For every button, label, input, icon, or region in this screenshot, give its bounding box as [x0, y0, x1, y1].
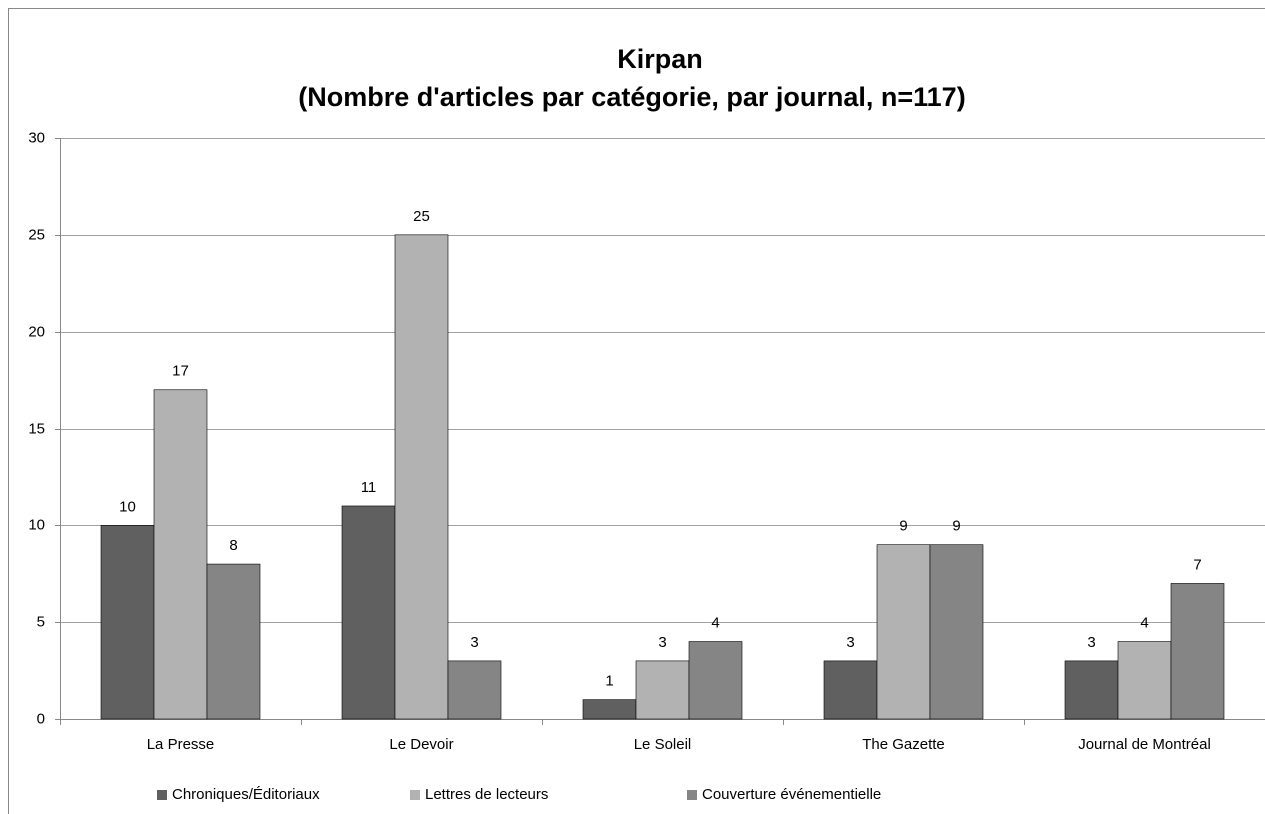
data-label: 9 — [899, 518, 907, 535]
legend-label: Chroniques/Éditoriaux — [172, 786, 320, 803]
x-tick-label: Journal de Montréal — [1078, 736, 1211, 753]
bar — [635, 660, 690, 720]
data-label: 8 — [229, 537, 237, 554]
bar — [341, 505, 396, 720]
legend-swatch — [687, 790, 697, 800]
bar — [1117, 641, 1172, 720]
y-tick-label: 25 — [28, 226, 45, 243]
bar — [447, 660, 502, 720]
bar — [582, 699, 637, 720]
data-label: 3 — [1087, 634, 1095, 651]
bar — [823, 660, 878, 720]
bar — [688, 641, 743, 720]
bar — [876, 544, 931, 720]
data-label: 4 — [711, 615, 719, 632]
chart-title: Kirpan — [617, 44, 703, 74]
y-tick-label: 0 — [37, 710, 45, 727]
x-tick-label: Le Soleil — [634, 736, 692, 753]
bar — [206, 563, 261, 720]
data-label: 9 — [952, 518, 960, 535]
x-tick-label: Le Devoir — [389, 736, 453, 753]
bar — [929, 544, 984, 720]
data-label: 1 — [605, 673, 613, 690]
x-tick-label: The Gazette — [862, 736, 945, 753]
bar — [1064, 660, 1119, 720]
legend-swatch — [410, 790, 420, 800]
data-label: 4 — [1140, 615, 1148, 632]
chart-subtitle: (Nombre d'articles par catégorie, par jo… — [298, 82, 965, 112]
data-label: 17 — [172, 363, 189, 380]
x-tick-label: La Presse — [147, 736, 215, 753]
bar — [1170, 583, 1225, 720]
y-tick-label: 10 — [28, 516, 45, 533]
y-tick-label: 15 — [28, 420, 45, 437]
legend-label: Lettres de lecteurs — [425, 786, 548, 803]
data-label: 3 — [846, 634, 854, 651]
data-label: 11 — [361, 479, 377, 496]
data-label: 25 — [413, 208, 430, 225]
y-tick-label: 5 — [37, 613, 45, 630]
data-label: 3 — [470, 634, 478, 651]
data-label: 10 — [119, 498, 136, 515]
y-tick-label: 20 — [28, 323, 45, 340]
data-label: 7 — [1193, 556, 1201, 573]
bar — [153, 389, 208, 720]
bar — [394, 234, 449, 720]
bar — [100, 525, 155, 720]
legend-swatch — [157, 790, 167, 800]
y-tick-label: 30 — [28, 129, 45, 146]
legend-label: Couverture événementielle — [702, 786, 881, 803]
data-label: 3 — [658, 634, 666, 651]
